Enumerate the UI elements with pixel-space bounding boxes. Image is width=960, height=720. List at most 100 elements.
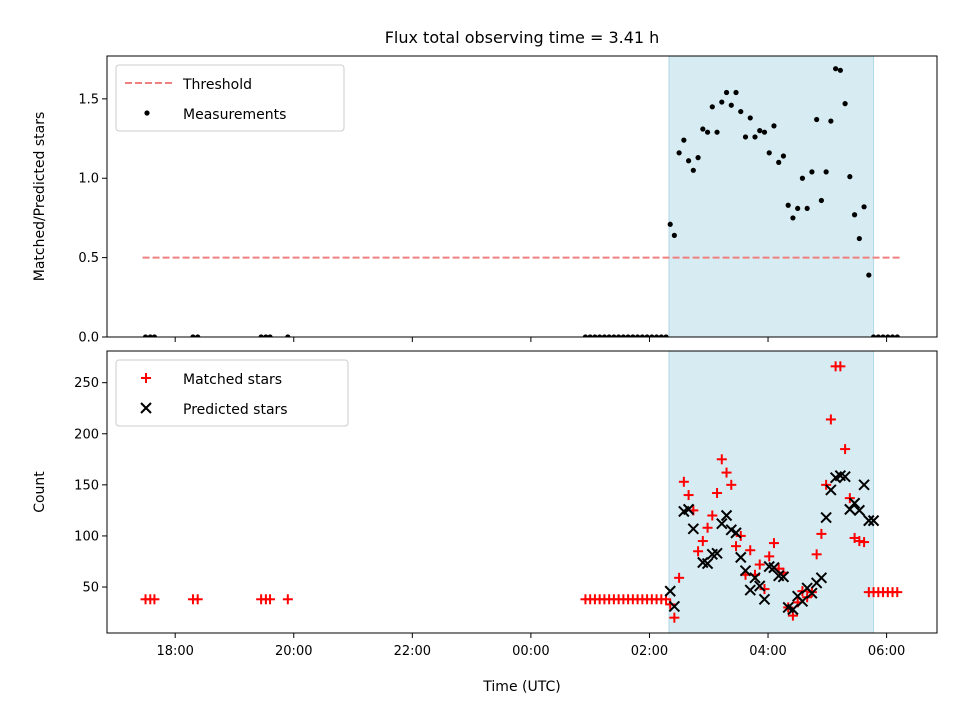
matched-star-marker bbox=[712, 488, 723, 499]
count-panel: 50 100 150 200 250 18:00 20:00 22:00 00:00 02:00 0… bbox=[32, 350, 938, 659]
measurement-point bbox=[766, 150, 772, 156]
predicted-star-marker bbox=[820, 511, 832, 524]
measurement-point bbox=[663, 334, 669, 337]
measurement-point bbox=[818, 197, 824, 204]
x-tick-label: 06:00 bbox=[868, 644, 905, 659]
predicted-star-marker bbox=[687, 523, 700, 535]
legend-box bbox=[115, 359, 349, 427]
measurement-point bbox=[625, 334, 631, 337]
measurement-point bbox=[258, 334, 264, 337]
measurement-point bbox=[709, 104, 715, 110]
predicted-star-marker bbox=[848, 497, 861, 509]
measurement-point bbox=[870, 334, 877, 337]
measurement-point bbox=[814, 116, 820, 123]
matched-star-marker bbox=[892, 587, 903, 598]
measurement-point bbox=[861, 204, 867, 210]
predicted-star-marker bbox=[711, 547, 723, 560]
plot-area bbox=[142, 66, 902, 337]
predicted-star-marker bbox=[668, 600, 681, 613]
measurement-point bbox=[592, 334, 598, 337]
matched-star-marker bbox=[859, 537, 870, 548]
measurement-point bbox=[875, 334, 881, 337]
measurement-point bbox=[285, 334, 291, 337]
matched-star-marker bbox=[816, 528, 827, 539]
legend-box bbox=[115, 64, 345, 132]
y-tick-label: 100 bbox=[74, 529, 99, 544]
matched-star-marker bbox=[192, 594, 203, 605]
y-tick-label: 200 bbox=[74, 427, 99, 442]
measurement-point bbox=[795, 205, 801, 212]
measurement-point bbox=[880, 334, 886, 337]
matched-star-marker bbox=[265, 594, 276, 605]
y-axis-label: Matched/Predicted stars bbox=[32, 112, 48, 282]
measurement-point bbox=[620, 334, 626, 337]
y-tick-label: 1.0 bbox=[78, 172, 99, 187]
predicted-star-marker bbox=[815, 572, 828, 584]
measurement-point bbox=[263, 334, 269, 337]
predicted-star-marker bbox=[682, 503, 695, 516]
measurement-point bbox=[616, 334, 622, 337]
measurement-point bbox=[780, 153, 787, 159]
measurement-point bbox=[833, 66, 839, 72]
measurement-point bbox=[690, 167, 696, 173]
y-tick-label: 150 bbox=[74, 478, 99, 493]
matched-star-marker bbox=[678, 476, 689, 487]
measurement-point bbox=[823, 169, 829, 175]
predicted-star-marker bbox=[716, 517, 728, 530]
measurement-point bbox=[885, 334, 891, 337]
measurement-point bbox=[142, 334, 149, 337]
measurement-point bbox=[658, 334, 664, 337]
measurement-point bbox=[723, 89, 730, 96]
predicted-star-marker bbox=[758, 593, 771, 605]
observing-window-band bbox=[668, 55, 875, 338]
predicted-star-marker bbox=[863, 514, 875, 527]
matched-star-marker bbox=[754, 559, 765, 570]
measurement-point bbox=[771, 123, 777, 129]
y-axis-label: Count bbox=[32, 471, 48, 513]
legend-label: Measurements bbox=[183, 107, 286, 123]
measurement-point bbox=[866, 272, 872, 278]
measurement-point bbox=[894, 334, 900, 337]
predicted-star-marker bbox=[664, 585, 676, 597]
y-tick-label: 0.5 bbox=[78, 251, 99, 266]
axes-frame bbox=[106, 55, 938, 338]
measurement-point bbox=[676, 150, 682, 156]
y-tick-label: 50 bbox=[82, 581, 99, 596]
x-tick-label: 18:00 bbox=[156, 644, 193, 659]
matched-star-marker bbox=[768, 538, 779, 549]
measurement-point bbox=[587, 334, 593, 337]
legend-predicted-swatch bbox=[140, 402, 152, 414]
measurement-point bbox=[714, 129, 720, 135]
x-tick-label: 04:00 bbox=[749, 644, 786, 659]
predicted-star-marker bbox=[806, 587, 818, 599]
measurement-point bbox=[738, 108, 744, 115]
measurement-point bbox=[828, 118, 834, 124]
measurement-point bbox=[704, 129, 711, 135]
measurement-point bbox=[635, 334, 641, 337]
plot-area bbox=[140, 361, 903, 623]
matched-star-marker bbox=[674, 572, 685, 583]
legend-label: Predicted stars bbox=[183, 402, 288, 418]
measurement-point bbox=[847, 174, 853, 180]
matched-star-marker bbox=[702, 522, 713, 533]
y-tick-label: 250 bbox=[74, 376, 99, 391]
measurement-point bbox=[842, 101, 848, 107]
predicted-star-marker bbox=[735, 551, 747, 564]
predicted-star-marker bbox=[825, 484, 837, 496]
measurement-point bbox=[195, 334, 201, 337]
matched-star-marker bbox=[726, 479, 737, 490]
axes-frame bbox=[106, 350, 938, 634]
matched-star-marker bbox=[835, 361, 846, 372]
measurement-point bbox=[851, 212, 858, 218]
predicted-star-marker bbox=[839, 470, 851, 483]
measurement-point bbox=[644, 334, 650, 337]
matched-star-marker bbox=[759, 584, 770, 595]
x-tick-label: 20:00 bbox=[275, 644, 312, 659]
y-tick-label: 0.0 bbox=[78, 331, 99, 346]
measurement-point bbox=[889, 334, 896, 337]
measurement-point bbox=[856, 235, 862, 242]
matched-star-marker bbox=[669, 612, 680, 623]
measurement-point bbox=[837, 67, 843, 73]
predicted-star-marker bbox=[796, 595, 809, 608]
